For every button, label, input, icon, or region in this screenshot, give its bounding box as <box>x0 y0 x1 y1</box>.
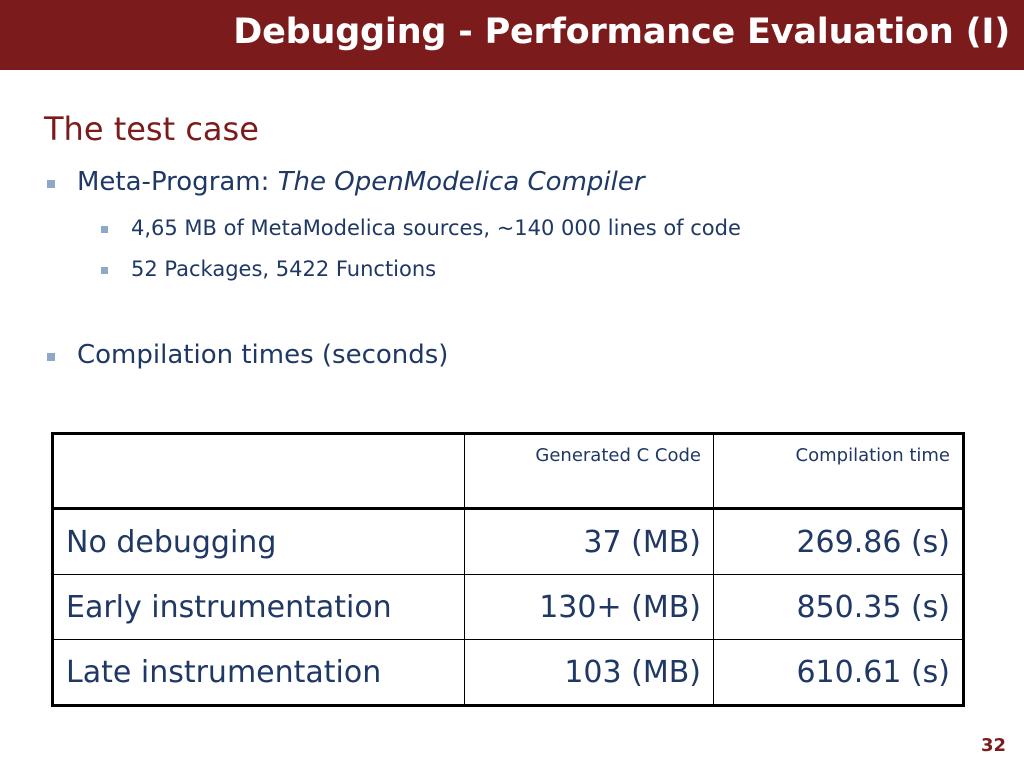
bullet-square-icon <box>101 226 108 233</box>
table-cell-label: No debugging <box>52 508 465 575</box>
table-cell-compile-time: 269.86 (s) <box>713 508 964 575</box>
table-cell-compile-time: 850.35 (s) <box>713 574 964 640</box>
performance-table: Generated C Code Compilation time No deb… <box>51 432 965 707</box>
title-bar: Debugging - Performance Evaluation (I) <box>0 0 1024 70</box>
table-cell-compile-time: 610.61 (s) <box>713 639 964 706</box>
table-header-row: Generated C Code Compilation time <box>52 433 964 509</box>
table-row: No debugging 37 (MB) 269.86 (s) <box>52 508 964 575</box>
table-cell-label: Early instrumentation <box>52 574 465 640</box>
bullet-text: Compilation times (seconds) <box>77 340 449 370</box>
table-cell-code-size: 130+ (MB) <box>464 574 714 640</box>
table-cell-label: Late instrumentation <box>52 639 465 706</box>
table-row: Early instrumentation 130+ (MB) 850.35 (… <box>52 574 964 640</box>
table-row: Late instrumentation 103 (MB) 610.61 (s) <box>52 639 964 706</box>
bullet-emphasis: The OpenModelica Compiler <box>277 167 645 197</box>
bullet-sources: 4,65 MB of MetaModelica sources, ~140 00… <box>98 216 741 240</box>
bullet-packages: 52 Packages, 5422 Functions <box>98 257 436 281</box>
bullet-square-icon <box>47 353 55 361</box>
bullet-square-icon <box>47 180 55 188</box>
bullet-square-icon <box>101 267 108 274</box>
section-heading: The test case <box>44 110 259 148</box>
page-number: 32 <box>980 735 1006 756</box>
table-header-cell <box>52 433 465 509</box>
bullet-compilation-times: Compilation times (seconds) <box>44 340 448 370</box>
slide-title: Debugging - Performance Evaluation (I) <box>233 12 1010 52</box>
table-cell-code-size: 37 (MB) <box>464 508 714 575</box>
table-cell-code-size: 103 (MB) <box>464 639 714 706</box>
table-header-cell: Compilation time <box>713 433 964 509</box>
bullet-text: 52 Packages, 5422 Functions <box>131 257 437 281</box>
table-header-cell: Generated C Code <box>464 433 714 509</box>
bullet-meta-program: Meta-Program: The OpenModelica Compiler <box>44 167 645 197</box>
bullet-text: Meta-Program: <box>77 167 278 197</box>
bullet-text: 4,65 MB of MetaModelica sources, ~140 00… <box>131 216 741 240</box>
